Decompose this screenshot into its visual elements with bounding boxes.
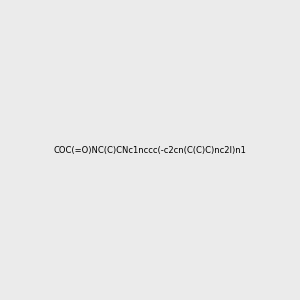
Text: COC(=O)NC(C)CNc1nccc(-c2cn(C(C)C)nc2I)n1: COC(=O)NC(C)CNc1nccc(-c2cn(C(C)C)nc2I)n1 (54, 146, 246, 154)
